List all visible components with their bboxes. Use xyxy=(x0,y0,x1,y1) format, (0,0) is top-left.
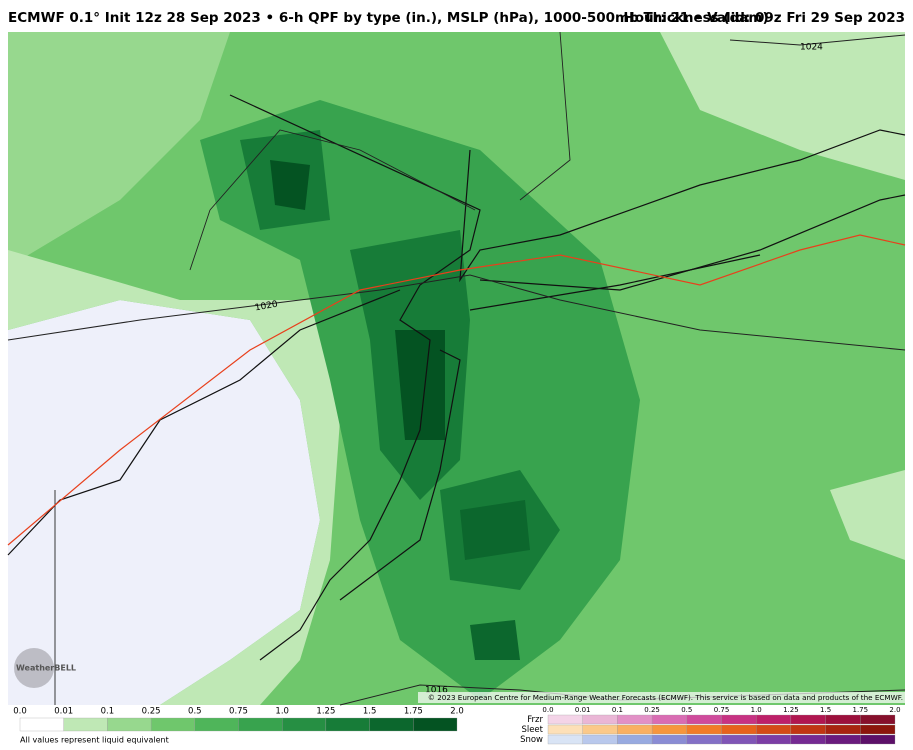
field xyxy=(270,160,310,210)
type-swatch xyxy=(721,714,757,725)
type-swatch xyxy=(860,724,896,735)
type-swatch xyxy=(617,714,653,725)
rain-tick: 1.25 xyxy=(316,707,335,717)
logo-globe xyxy=(14,648,54,688)
type-swatch xyxy=(756,724,792,735)
type-tick: 1.5 xyxy=(820,706,831,714)
rain-swatch xyxy=(63,717,108,732)
type-swatch xyxy=(721,734,757,745)
type-tick: 2.0 xyxy=(889,706,900,714)
rain-swatch xyxy=(19,717,64,732)
rain-tick: 0.75 xyxy=(229,707,248,717)
rain-tick: 1.75 xyxy=(404,707,423,717)
rain-tick: 0.1 xyxy=(101,707,115,717)
type-tick: 0.5 xyxy=(681,706,692,714)
legend-note: All values represent liquid equivalent xyxy=(20,736,169,745)
type-swatch xyxy=(790,734,826,745)
rain-tick: 0.5 xyxy=(188,707,202,717)
type-swatch xyxy=(617,734,653,745)
copyright-bg xyxy=(418,692,905,703)
type-swatch xyxy=(582,714,618,725)
type-swatch xyxy=(790,714,826,725)
borders xyxy=(54,31,571,705)
type-swatch xyxy=(582,724,618,735)
thickness-line xyxy=(7,234,906,546)
type-swatch xyxy=(825,734,861,745)
rain-swatch xyxy=(369,717,414,732)
rain-tick: 1.0 xyxy=(275,707,289,717)
type-swatch xyxy=(825,724,861,735)
type-swatch xyxy=(651,714,687,725)
isobar-label: 1024 xyxy=(800,43,823,53)
title: ECMWF 0.1° Init 12z 28 Sep 2023 • 6-h QP… xyxy=(8,10,769,26)
field xyxy=(8,250,340,705)
type-swatch xyxy=(721,724,757,735)
type-tick: 0.01 xyxy=(575,706,591,714)
type-tick: 1.0 xyxy=(751,706,762,714)
type-swatch xyxy=(860,714,896,725)
rain-tick: 1.5 xyxy=(363,707,377,717)
type-swatch xyxy=(686,734,722,745)
type-swatch xyxy=(651,734,687,745)
dry-area xyxy=(8,300,320,705)
rain-tick: 0.0 xyxy=(13,707,27,717)
rain-tick: 2.0 xyxy=(450,707,464,717)
rain-swatch xyxy=(238,717,283,732)
type-tick: 1.75 xyxy=(853,706,869,714)
type-tick: 0.1 xyxy=(612,706,623,714)
type-name: Frzr xyxy=(527,715,543,725)
type-swatch xyxy=(547,734,583,745)
type-swatch xyxy=(825,714,861,725)
type-swatch xyxy=(686,724,722,735)
logo: WeatherBELL xyxy=(16,664,76,673)
type-name: Snow xyxy=(520,735,543,745)
isobar-label: 1016 xyxy=(425,686,448,696)
rain-swatch xyxy=(325,717,370,732)
type-swatch xyxy=(617,724,653,735)
field xyxy=(830,470,905,560)
field xyxy=(460,500,530,560)
type-swatch xyxy=(756,734,792,745)
type-swatch xyxy=(756,714,792,725)
rain-swatch xyxy=(194,717,239,732)
rain-swatch xyxy=(413,717,458,732)
type-tick: 1.25 xyxy=(783,706,799,714)
type-tick: 0.75 xyxy=(714,706,730,714)
legend: All values represent liquid equivalent 0… xyxy=(13,706,900,745)
type-swatch xyxy=(651,724,687,735)
isobar-label: 1020 xyxy=(254,300,279,314)
type-swatch xyxy=(582,734,618,745)
copyright: © 2023 European Centre for Medium-Range … xyxy=(428,693,903,702)
field xyxy=(395,330,445,440)
type-swatch xyxy=(547,714,583,725)
type-swatch xyxy=(860,734,896,745)
type-swatch xyxy=(790,724,826,735)
rain-swatch xyxy=(282,717,327,732)
type-swatch xyxy=(547,724,583,735)
type-name: Sleet xyxy=(521,725,543,735)
field xyxy=(8,32,230,260)
rain-tick: 0.01 xyxy=(54,707,73,717)
type-swatch xyxy=(686,714,722,725)
coastlines xyxy=(7,94,906,661)
rain-swatch xyxy=(107,717,152,732)
type-tick: 0.0 xyxy=(542,706,553,714)
rain-swatch xyxy=(150,717,195,732)
type-tick: 0.25 xyxy=(644,706,660,714)
rain-tick: 0.25 xyxy=(142,707,161,717)
map: 1024 1020 1016 WeatherBELL © 2023 Europe… xyxy=(7,31,906,706)
field xyxy=(470,620,520,660)
valid-time: Hour: 21 • Valid: 09z Fri 29 Sep 2023 xyxy=(623,10,905,26)
